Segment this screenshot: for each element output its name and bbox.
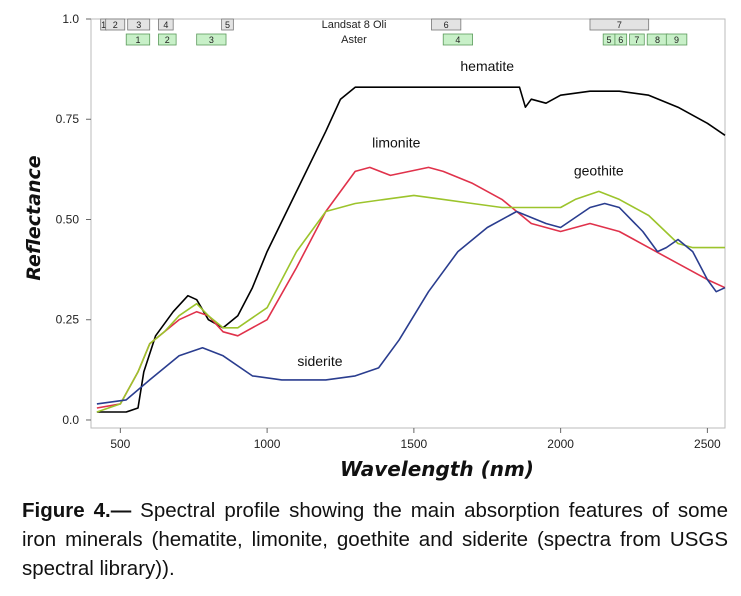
band-label: 4 [455, 35, 460, 45]
band-label: 8 [655, 35, 660, 45]
band-box [442, 33, 473, 46]
band-box [614, 33, 628, 46]
band-label: 7 [634, 35, 639, 45]
caption-text: Spectral profile showing the main absorp… [22, 499, 728, 580]
series-label-limonite: limonite [372, 134, 420, 150]
band-label: 3 [209, 35, 214, 45]
band-label: 1 [135, 35, 140, 45]
band-box [221, 18, 234, 31]
series-label-hematite: hematite [460, 58, 514, 74]
band-box [105, 18, 126, 31]
caption-label: Figure 4.— [22, 499, 132, 522]
plot-frame [90, 18, 726, 429]
band-label: 6 [444, 20, 449, 30]
y-tick-label: 0.50 [56, 212, 80, 226]
band-label: 6 [618, 35, 623, 45]
y-tick-label: 0.75 [56, 112, 80, 126]
x-tick-label: 1000 [254, 437, 281, 451]
band-box [127, 18, 151, 31]
band-row-label: Aster [341, 34, 367, 46]
band-box [665, 33, 688, 46]
series-lines [96, 86, 726, 413]
series-label-siderite: siderite [297, 353, 342, 369]
figure-caption: Figure 4.— Spectral profile showing the … [22, 496, 728, 583]
y-tick-label: 1.0 [62, 12, 79, 26]
band-label: 7 [617, 20, 622, 30]
series-line-hematite [96, 86, 726, 413]
series-label-geothite: geothite [574, 162, 624, 178]
y-tick-label: 0.0 [62, 413, 79, 427]
band-box [589, 18, 650, 31]
band-box [125, 33, 151, 46]
x-axis-label: Wavelength (nm) [340, 457, 534, 481]
x-tick-label: 1500 [401, 437, 428, 451]
y-axis-label: Reflectance [23, 155, 45, 280]
x-tick-label: 2500 [694, 437, 721, 451]
x-tick-label: 2000 [547, 437, 574, 451]
band-box [196, 33, 227, 46]
x-tick-label: 500 [110, 437, 130, 451]
series-line-geothite [96, 190, 725, 413]
band-label: 3 [136, 20, 141, 30]
band-box [431, 18, 462, 31]
band-label: 1 [101, 20, 106, 30]
series-line-limonite [96, 166, 726, 409]
series-line-siderite [96, 202, 726, 405]
band-box [158, 18, 174, 31]
series-labels: hematite limonite geothite siderite [297, 58, 624, 369]
band-label: 2 [113, 20, 118, 30]
y-axis-ticks: 0.0 0.25 0.50 0.75 1.0 [56, 12, 91, 427]
band-label: 4 [163, 20, 168, 30]
band-row-label: Landsat 8 Oli [322, 19, 387, 31]
band-label: 5 [225, 20, 230, 30]
band-label: 5 [607, 35, 612, 45]
x-axis-ticks: 500 1000 1500 2000 2500 [110, 428, 721, 451]
band-box [629, 33, 645, 46]
band-box [158, 33, 177, 46]
y-tick-label: 0.25 [56, 313, 80, 327]
band-label: 2 [165, 35, 170, 45]
band-label: 9 [674, 35, 679, 45]
